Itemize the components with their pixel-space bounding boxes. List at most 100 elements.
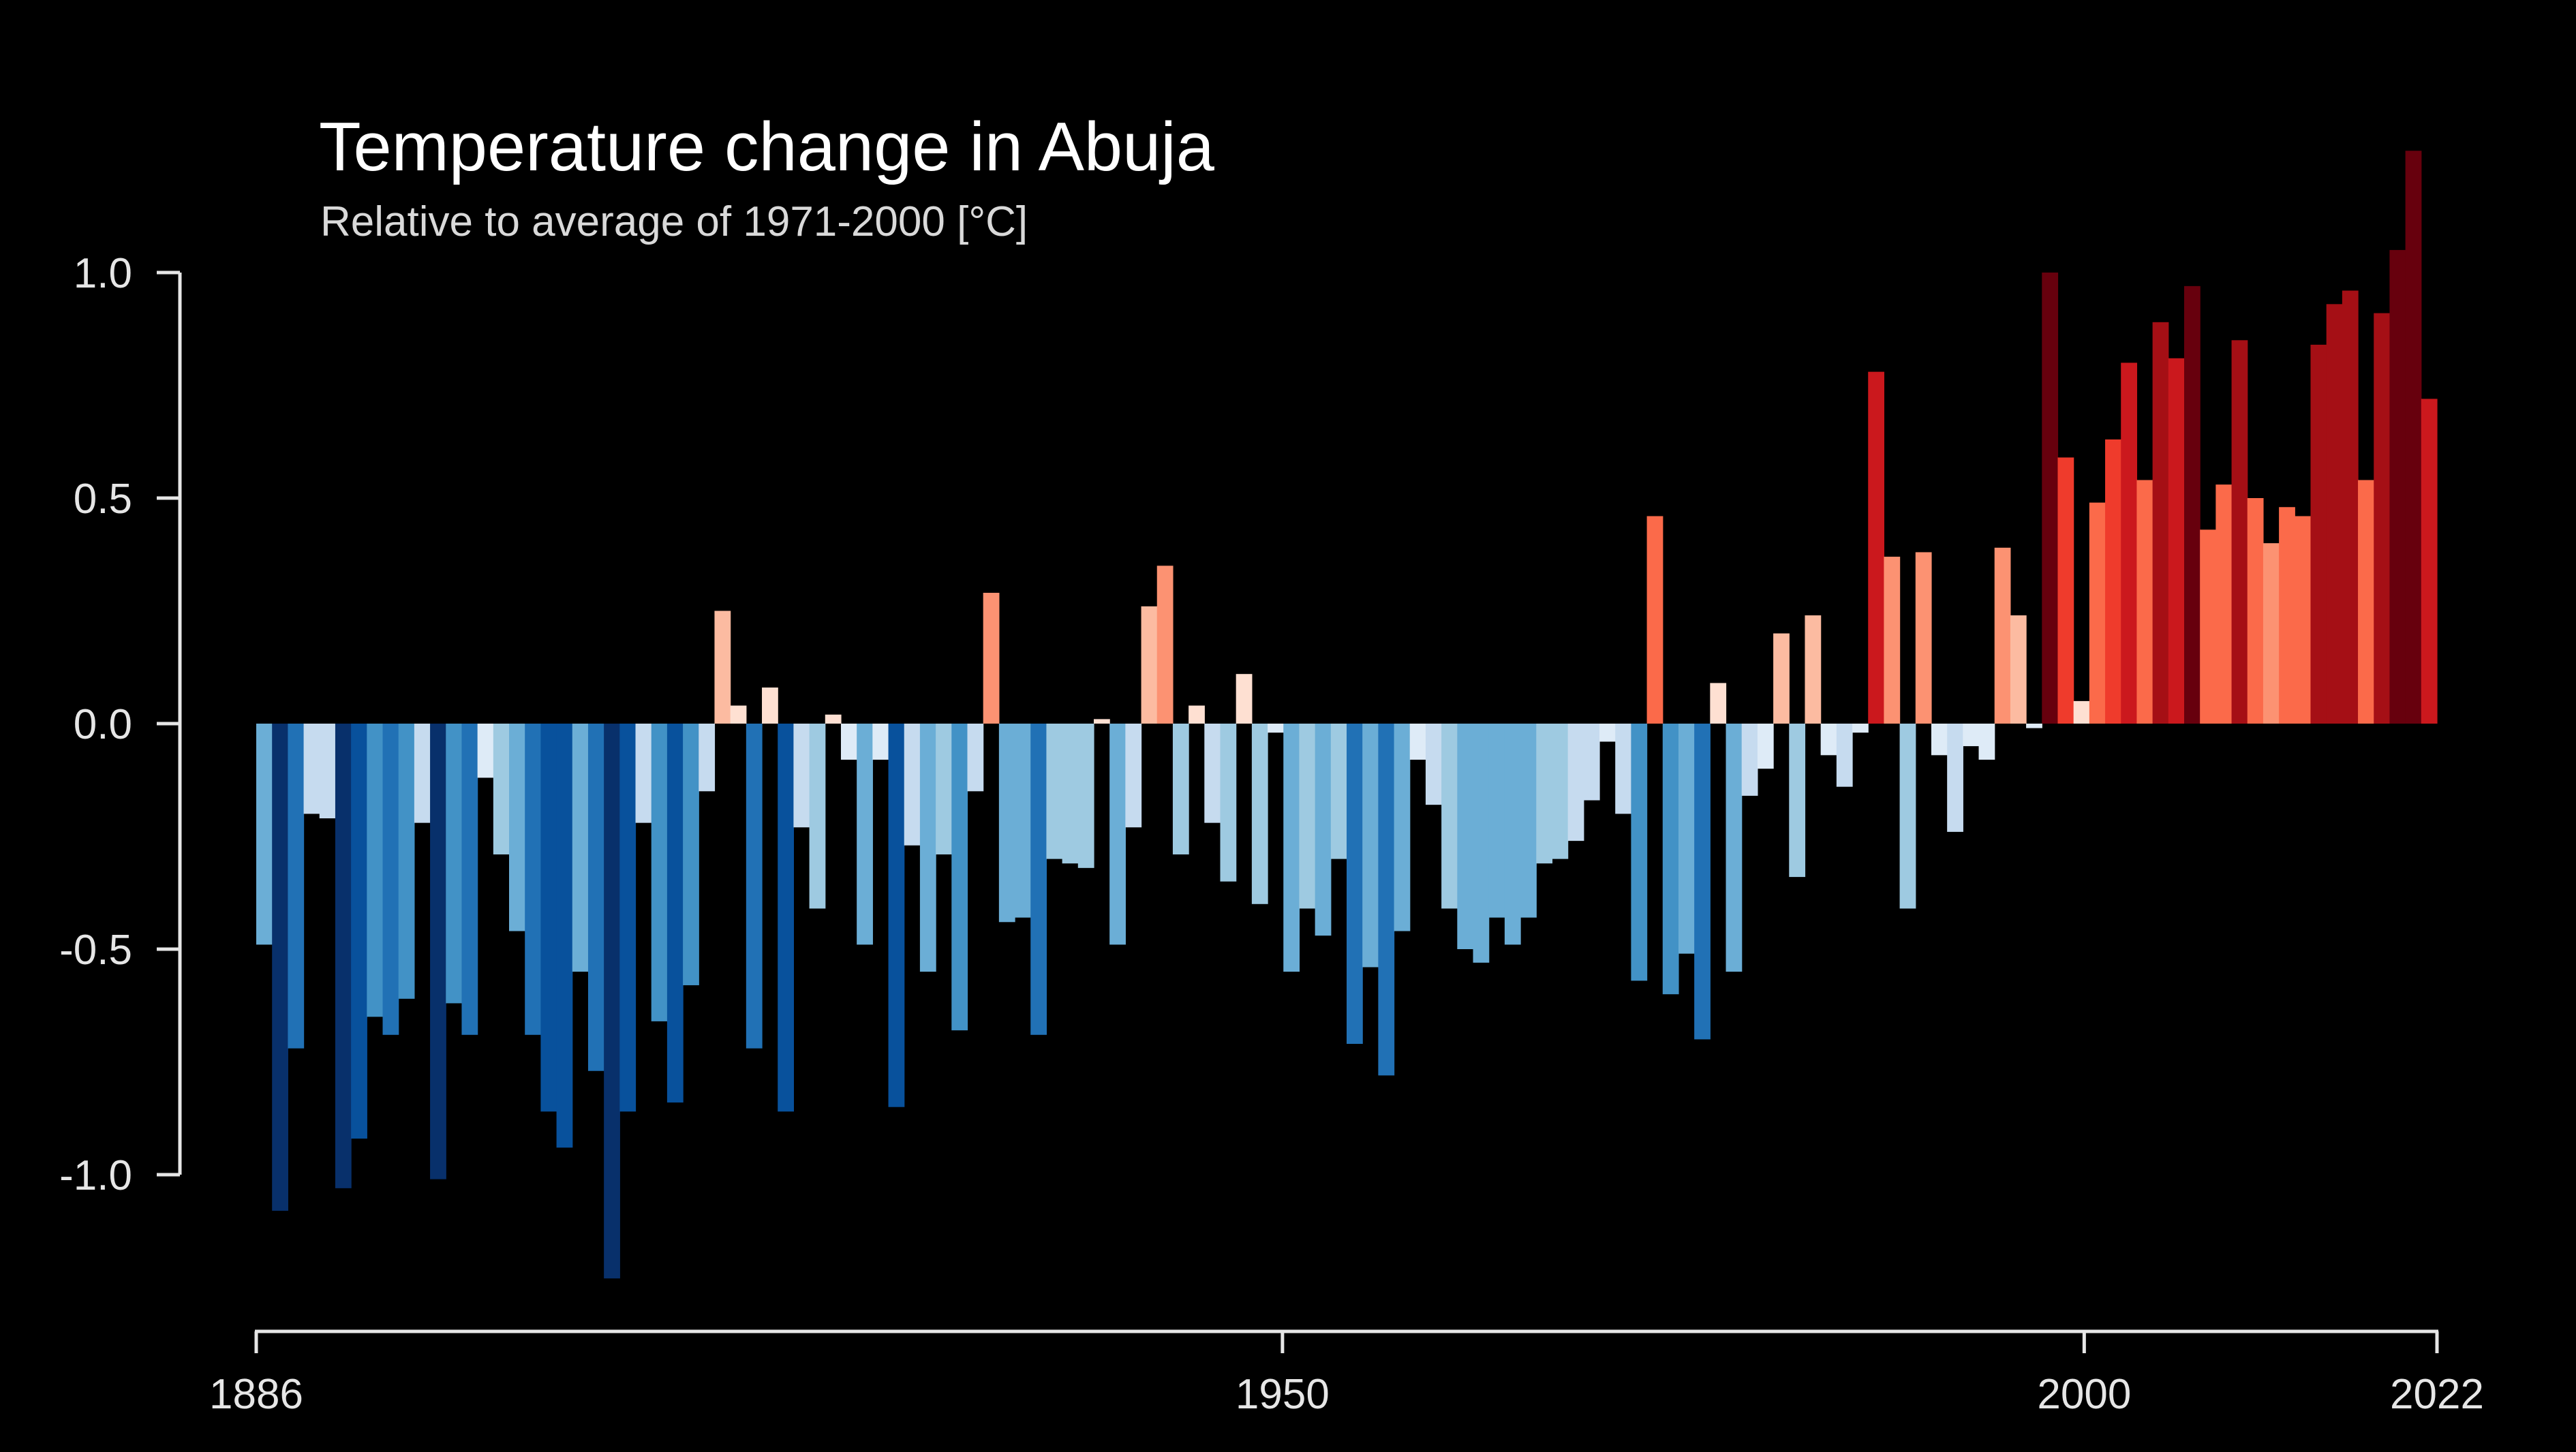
y-tick-label: -0.5 bbox=[59, 927, 132, 974]
bar-1948 bbox=[1236, 674, 1253, 724]
bar-1939 bbox=[1093, 719, 1110, 724]
bar-1956 bbox=[1362, 724, 1379, 968]
bar-1997 bbox=[2010, 615, 2027, 724]
bar-1957 bbox=[1378, 724, 1395, 1076]
bar-1974 bbox=[1646, 516, 1663, 724]
bar-1952 bbox=[1299, 724, 1316, 909]
bar-2011 bbox=[2231, 340, 2248, 724]
bar-1958 bbox=[1394, 724, 1411, 931]
bar-1898 bbox=[446, 724, 463, 1004]
bar-1896 bbox=[414, 724, 431, 823]
bar-1990 bbox=[1899, 724, 1916, 909]
bar-1924 bbox=[857, 724, 873, 945]
bar-1970 bbox=[1583, 724, 1600, 801]
bar-1986 bbox=[1836, 724, 1853, 787]
bar-1897 bbox=[430, 724, 446, 1179]
y-tick-label: 0.5 bbox=[74, 476, 132, 523]
bar-1901 bbox=[493, 724, 510, 854]
bar-1919 bbox=[778, 724, 795, 1112]
bar-1920 bbox=[793, 724, 810, 828]
bar-1902 bbox=[509, 724, 525, 931]
bar-1991 bbox=[1915, 552, 1932, 724]
bar-2014 bbox=[2279, 507, 2295, 724]
bar-2003 bbox=[2105, 439, 2121, 724]
bar-1944 bbox=[1172, 724, 1189, 854]
bar-1964 bbox=[1488, 724, 1505, 918]
bar-2016 bbox=[2310, 344, 2327, 724]
bar-1985 bbox=[1820, 724, 1837, 756]
bar-1899 bbox=[461, 724, 478, 1035]
bar-1981 bbox=[1757, 724, 1774, 769]
bar-1936 bbox=[1046, 724, 1063, 859]
bar-1938 bbox=[1077, 724, 1094, 868]
bar-1989 bbox=[1884, 557, 1901, 724]
y-axis: 1.0 0.5 0.0 -0.5 -1.0 bbox=[59, 250, 182, 1199]
bar-1923 bbox=[840, 724, 857, 760]
bar-1893 bbox=[367, 724, 384, 1017]
bar-1978 bbox=[1710, 683, 1727, 724]
bar-1934 bbox=[1015, 724, 1031, 918]
y-tick-label: -1.0 bbox=[59, 1152, 132, 1199]
bar-1922 bbox=[825, 714, 842, 724]
bar-2020 bbox=[2374, 313, 2391, 724]
bar-2004 bbox=[2121, 362, 2138, 724]
bar-1967 bbox=[1536, 724, 1553, 864]
bar-1931 bbox=[967, 724, 984, 792]
bar-1908 bbox=[604, 724, 620, 1279]
bar-1895 bbox=[398, 724, 415, 999]
bar-2000 bbox=[2057, 457, 2074, 724]
bar-1918 bbox=[762, 688, 778, 724]
bar-1935 bbox=[1030, 724, 1047, 1035]
bar-1983 bbox=[1789, 724, 1806, 878]
bar-1953 bbox=[1315, 724, 1332, 936]
bar-1910 bbox=[635, 724, 652, 823]
bar-1912 bbox=[666, 724, 684, 1103]
bar-1988 bbox=[1868, 371, 1885, 724]
bar-1921 bbox=[809, 724, 826, 909]
bar-1947 bbox=[1220, 724, 1237, 882]
x-axis: 1886 1950 2000 2022 bbox=[209, 1329, 2484, 1418]
bar-1980 bbox=[1741, 724, 1758, 796]
bar-1998 bbox=[2026, 724, 2042, 728]
bar-1892 bbox=[351, 724, 367, 1139]
bar-1993 bbox=[1947, 724, 1963, 832]
bar-2007 bbox=[2168, 358, 2185, 724]
bar-1954 bbox=[1330, 724, 1347, 859]
bar-1951 bbox=[1283, 724, 1300, 972]
bar-1909 bbox=[619, 724, 637, 1112]
bar-1891 bbox=[335, 724, 352, 1188]
bar-1916 bbox=[730, 705, 747, 724]
bar-1888 bbox=[288, 724, 305, 1049]
bar-1889 bbox=[303, 724, 320, 814]
y-tick-label: 0.0 bbox=[74, 701, 132, 748]
x-tick-label: 2000 bbox=[2037, 1371, 2131, 1418]
bar-1995 bbox=[1978, 724, 1995, 760]
bar-1946 bbox=[1204, 724, 1221, 823]
bar-1955 bbox=[1347, 724, 1363, 1045]
bar-1887 bbox=[272, 724, 288, 1211]
bar-2010 bbox=[2215, 484, 2233, 724]
bar-1940 bbox=[1109, 724, 1126, 945]
bar-1966 bbox=[1520, 724, 1537, 918]
bar-1904 bbox=[540, 724, 557, 1112]
chart-subtitle: Relative to average of 1971-2000 [°C] bbox=[320, 198, 1028, 245]
bar-1961 bbox=[1441, 724, 1458, 909]
bar-1937 bbox=[1062, 724, 1079, 864]
bar-1959 bbox=[1409, 724, 1426, 760]
bar-2006 bbox=[2152, 322, 2169, 724]
bar-1905 bbox=[556, 724, 573, 1148]
bar-1943 bbox=[1156, 566, 1174, 724]
bar-2015 bbox=[2295, 516, 2312, 724]
x-tick-label: 2022 bbox=[2390, 1371, 2484, 1418]
bar-1915 bbox=[714, 611, 731, 724]
bar-2017 bbox=[2326, 304, 2343, 724]
bar-2019 bbox=[2358, 480, 2374, 724]
bar-1994 bbox=[1963, 724, 1980, 747]
bar-1996 bbox=[1994, 547, 2011, 724]
y-tick-label: 1.0 bbox=[74, 250, 132, 297]
bar-1930 bbox=[951, 724, 968, 1031]
bar-1903 bbox=[525, 724, 541, 1035]
bar-1975 bbox=[1662, 724, 1679, 995]
